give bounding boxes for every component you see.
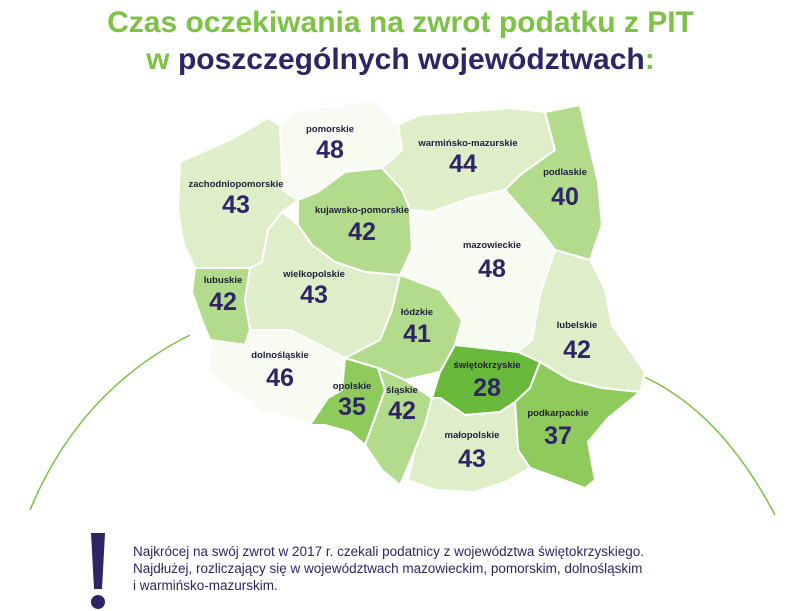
region-value-lodzkie: 41 [403, 320, 431, 348]
decorative-arc-left [29, 334, 191, 511]
note-line-3: i warmińsko-mazurskim. [133, 578, 278, 593]
region-value-malopolskie: 43 [458, 445, 486, 473]
exclamation-icon [91, 533, 105, 609]
title-main: poszczególnych województwach [177, 43, 645, 76]
region-value-lubelskie: 42 [563, 336, 591, 364]
region-value-wielkopolskie: 43 [300, 281, 328, 309]
decorative-arc-right [639, 374, 776, 516]
title-prefix: w [146, 43, 178, 76]
region-value-opolskie: 35 [338, 393, 366, 421]
region-name-lodzkie: łódzkie [401, 307, 433, 318]
title-line-1: Czas oczekiwania na zwrot podatku z PIT [107, 6, 694, 39]
region-name-lubelskie: lubelskie [557, 320, 598, 331]
info-note: Najkrócej na swój zwrot w 2017 r. czekal… [133, 543, 753, 594]
region-value-warminsko-mazurskie: 44 [449, 150, 477, 178]
region-name-pomorskie: pomorskie [306, 124, 354, 135]
region-value-lubuskie: 42 [209, 288, 237, 316]
region-value-podkarpackie: 37 [544, 422, 572, 450]
region-name-mazowieckie: mazowieckie [463, 240, 521, 251]
region-name-podlaskie: podlaskie [543, 167, 587, 178]
region-malopolskie [407, 397, 531, 493]
region-name-swietokrzyskie: świętokrzyskie [453, 360, 520, 371]
region-name-zachodniopomorskie: zachodniopomorskie [188, 179, 283, 190]
note-line-1: Najkrócej na swój zwrot w 2017 r. czekal… [133, 544, 644, 559]
region-name-lubuskie: lubuskie [204, 275, 243, 286]
region-name-dolnoslaskie: dolnośląskie [251, 350, 309, 361]
region-value-podlaskie: 40 [551, 183, 579, 211]
region-name-opolskie: opolskie [333, 381, 372, 392]
region-name-malopolskie: małopolskie [445, 430, 500, 441]
region-slaskie [364, 367, 433, 486]
region-value-kujawsko-pomorskie: 42 [348, 218, 376, 246]
region-name-warminsko-mazurskie: warmińsko-mazurskie [417, 138, 517, 149]
region-value-zachodniopomorskie: 43 [222, 191, 250, 219]
region-value-swietokrzyskie: 28 [473, 374, 501, 402]
region-name-kujawsko-pomorskie: kujawsko-pomorskie [315, 205, 409, 216]
title-line-2: w poszczególnych województwach: [0, 41, 801, 78]
page-title: Czas oczekiwania na zwrot podatku z PIT … [0, 4, 801, 78]
region-value-pomorskie: 48 [316, 136, 344, 164]
title-suffix: : [644, 43, 655, 76]
region-value-slaskie: 42 [388, 397, 416, 425]
note-line-2: Najdłużej, rozliczający się w województw… [133, 561, 643, 576]
region-name-podkarpackie: podkarpackie [527, 408, 588, 419]
region-name-wielkopolskie: wielkopolskie [282, 269, 345, 280]
region-name-slaskie: śląskie [386, 385, 418, 396]
region-value-mazowieckie: 48 [478, 255, 506, 283]
region-value-dolnoslaskie: 46 [266, 364, 294, 392]
